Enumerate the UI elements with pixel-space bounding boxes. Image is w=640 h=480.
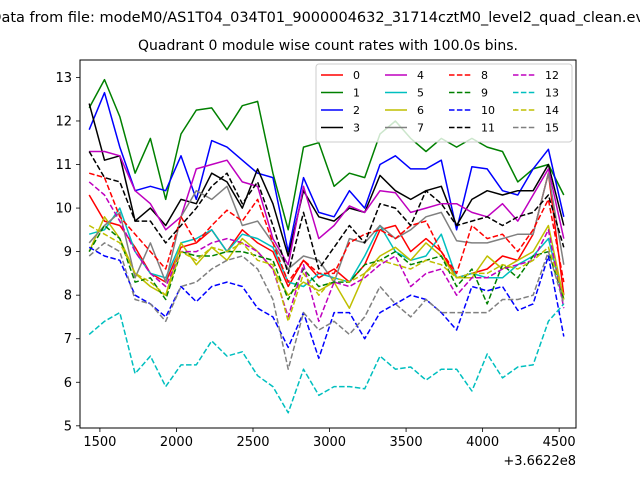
series-line-15: [88, 242, 565, 370]
y-tick-label: 8: [64, 289, 72, 304]
legend-label: 13: [545, 87, 559, 100]
series-line-3: [88, 103, 565, 257]
x-tick-label: 2000: [160, 435, 193, 450]
x-tick-label: 4500: [543, 435, 576, 450]
axes: 1500 2000 2500 3000 3500 4000 4500567891011121…: [55, 71, 576, 469]
series-line-9: [88, 224, 565, 305]
y-tick-label: 12: [55, 114, 72, 129]
x-tick-label: 2500: [236, 435, 269, 450]
axes-frame: [79, 59, 577, 429]
series-line-14: [88, 224, 565, 323]
series-line-11: [88, 151, 565, 275]
x-tick-label: 3500: [390, 435, 423, 450]
y-tick-label: 10: [55, 202, 72, 217]
series-line-12: [88, 181, 565, 323]
y-tick-label: 9: [64, 245, 72, 260]
legend-label: 11: [481, 122, 495, 135]
legend-label: 14: [545, 104, 559, 117]
y-tick-label: 13: [55, 71, 72, 86]
legend-label: 8: [481, 69, 488, 82]
x-tick-label: 3000: [313, 435, 346, 450]
legend-label: 15: [545, 122, 559, 135]
y-tick-label: 6: [64, 376, 72, 391]
legend-label: 4: [417, 69, 424, 82]
series-line-10: [88, 246, 565, 360]
suptitle: Data from file: modeM0/AS1T04_034T01_900…: [0, 10, 640, 26]
legend-label: 6: [417, 104, 424, 117]
legend-label: 12: [545, 69, 559, 82]
series-line-4: [89, 150, 565, 266]
y-tick-label: 11: [55, 158, 72, 173]
y-tick-label: 7: [64, 332, 72, 347]
legend-label: 10: [481, 104, 495, 117]
series-line-6: [88, 216, 565, 309]
x-offset-label: +3.6622e8: [503, 454, 576, 469]
legend-label: 2: [353, 104, 360, 117]
legend-label: 3: [353, 122, 360, 135]
legend-label: 9: [481, 87, 488, 100]
legend-label: 5: [417, 87, 424, 100]
series-line-8: [88, 172, 565, 283]
y-tick-label: 5: [64, 419, 72, 434]
series-layer: [88, 78, 565, 414]
series-line-13: [88, 303, 565, 414]
chart-title: Quadrant 0 module wise count rates with …: [138, 38, 518, 54]
legend-label: 0: [353, 69, 360, 82]
legend-label: 1: [353, 87, 360, 100]
legend-box: [315, 63, 573, 143]
x-tick-label: 4000: [466, 435, 499, 450]
x-tick-label: 1500: [83, 435, 116, 450]
series-line-1: [88, 78, 565, 231]
series-line-7: [88, 172, 565, 283]
legend-label: 7: [417, 122, 424, 135]
series-line-2: [88, 91, 565, 253]
